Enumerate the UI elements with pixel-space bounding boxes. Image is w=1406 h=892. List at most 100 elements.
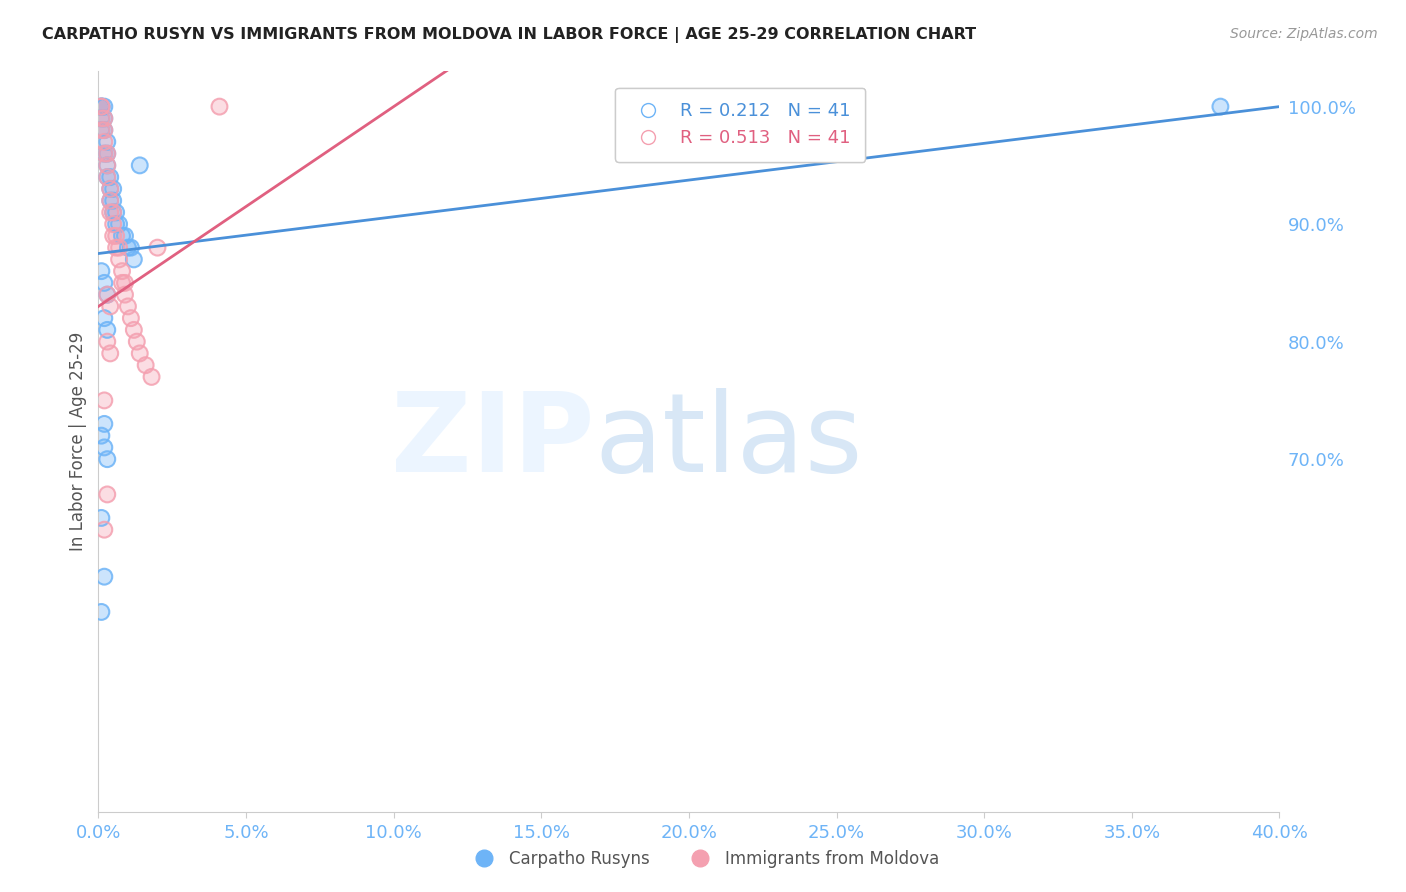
Point xyxy=(93,441,115,455)
Point xyxy=(90,100,112,114)
Point xyxy=(103,194,125,208)
Point xyxy=(93,523,115,537)
Point xyxy=(96,158,118,172)
Point xyxy=(90,112,112,126)
Text: atlas: atlas xyxy=(595,388,863,495)
Point xyxy=(90,428,112,442)
Point xyxy=(135,358,157,372)
Point xyxy=(93,441,115,455)
Point xyxy=(108,241,131,255)
Point xyxy=(122,252,145,267)
Point xyxy=(105,241,128,255)
Point xyxy=(1209,100,1232,114)
Point xyxy=(105,205,128,219)
Point xyxy=(103,228,125,243)
Point xyxy=(103,205,125,219)
Point xyxy=(93,570,115,584)
Point xyxy=(96,334,118,349)
Point xyxy=(96,287,118,301)
Point xyxy=(98,299,121,313)
Point xyxy=(120,241,142,255)
Point xyxy=(103,205,125,219)
Point xyxy=(125,334,148,349)
Point xyxy=(103,194,125,208)
Text: CARPATHO RUSYN VS IMMIGRANTS FROM MOLDOVA IN LABOR FORCE | AGE 25-29 CORRELATION: CARPATHO RUSYN VS IMMIGRANTS FROM MOLDOV… xyxy=(42,27,976,43)
Point xyxy=(98,182,121,196)
Point xyxy=(208,100,231,114)
Point xyxy=(1209,100,1232,114)
Point xyxy=(93,311,115,326)
Point xyxy=(93,146,115,161)
Point xyxy=(93,311,115,326)
Point xyxy=(93,570,115,584)
Point xyxy=(90,605,112,619)
Point xyxy=(93,135,115,149)
Point xyxy=(96,452,118,467)
Point xyxy=(108,252,131,267)
Point xyxy=(90,100,112,114)
Point xyxy=(96,287,118,301)
Legend: R = 0.212   N = 41, R = 0.513   N = 41: R = 0.212 N = 41, R = 0.513 N = 41 xyxy=(616,87,865,161)
Point xyxy=(93,135,115,149)
Point xyxy=(111,264,134,278)
Point xyxy=(90,112,112,126)
Point xyxy=(98,170,121,185)
Point xyxy=(103,182,125,196)
Point xyxy=(90,123,112,137)
Point xyxy=(96,158,118,172)
Point xyxy=(125,334,148,349)
Point xyxy=(98,182,121,196)
Point xyxy=(105,205,128,219)
Point xyxy=(96,170,118,185)
Point xyxy=(98,194,121,208)
Point xyxy=(117,241,139,255)
Point xyxy=(90,100,112,114)
Point xyxy=(96,323,118,337)
Point xyxy=(96,334,118,349)
Point xyxy=(128,158,150,172)
Point xyxy=(105,228,128,243)
Point xyxy=(128,346,150,360)
Point xyxy=(93,276,115,290)
Point xyxy=(90,123,112,137)
Point xyxy=(96,135,118,149)
Point xyxy=(117,299,139,313)
Point xyxy=(114,228,136,243)
Point xyxy=(96,287,118,301)
Point xyxy=(96,170,118,185)
Point xyxy=(103,228,125,243)
Point xyxy=(93,276,115,290)
Point xyxy=(105,241,128,255)
Point xyxy=(122,323,145,337)
Point xyxy=(120,311,142,326)
Point xyxy=(93,100,115,114)
Point xyxy=(93,523,115,537)
Point xyxy=(98,194,121,208)
Point xyxy=(98,346,121,360)
Point xyxy=(90,112,112,126)
Point xyxy=(98,346,121,360)
Point xyxy=(105,228,128,243)
Point xyxy=(108,241,131,255)
Point xyxy=(93,123,115,137)
Point xyxy=(103,205,125,219)
Point xyxy=(103,182,125,196)
Point xyxy=(93,123,115,137)
Text: ZIP: ZIP xyxy=(391,388,595,495)
Point xyxy=(96,158,118,172)
Point xyxy=(114,276,136,290)
Point xyxy=(111,264,134,278)
Point xyxy=(111,276,134,290)
Point xyxy=(141,370,163,384)
Point xyxy=(96,146,118,161)
Point xyxy=(93,146,115,161)
Point xyxy=(93,112,115,126)
Point xyxy=(93,146,115,161)
Point xyxy=(93,393,115,408)
Point xyxy=(146,241,169,255)
Point xyxy=(122,252,145,267)
Point xyxy=(128,346,150,360)
Point xyxy=(98,182,121,196)
Point xyxy=(90,264,112,278)
Point xyxy=(105,217,128,231)
